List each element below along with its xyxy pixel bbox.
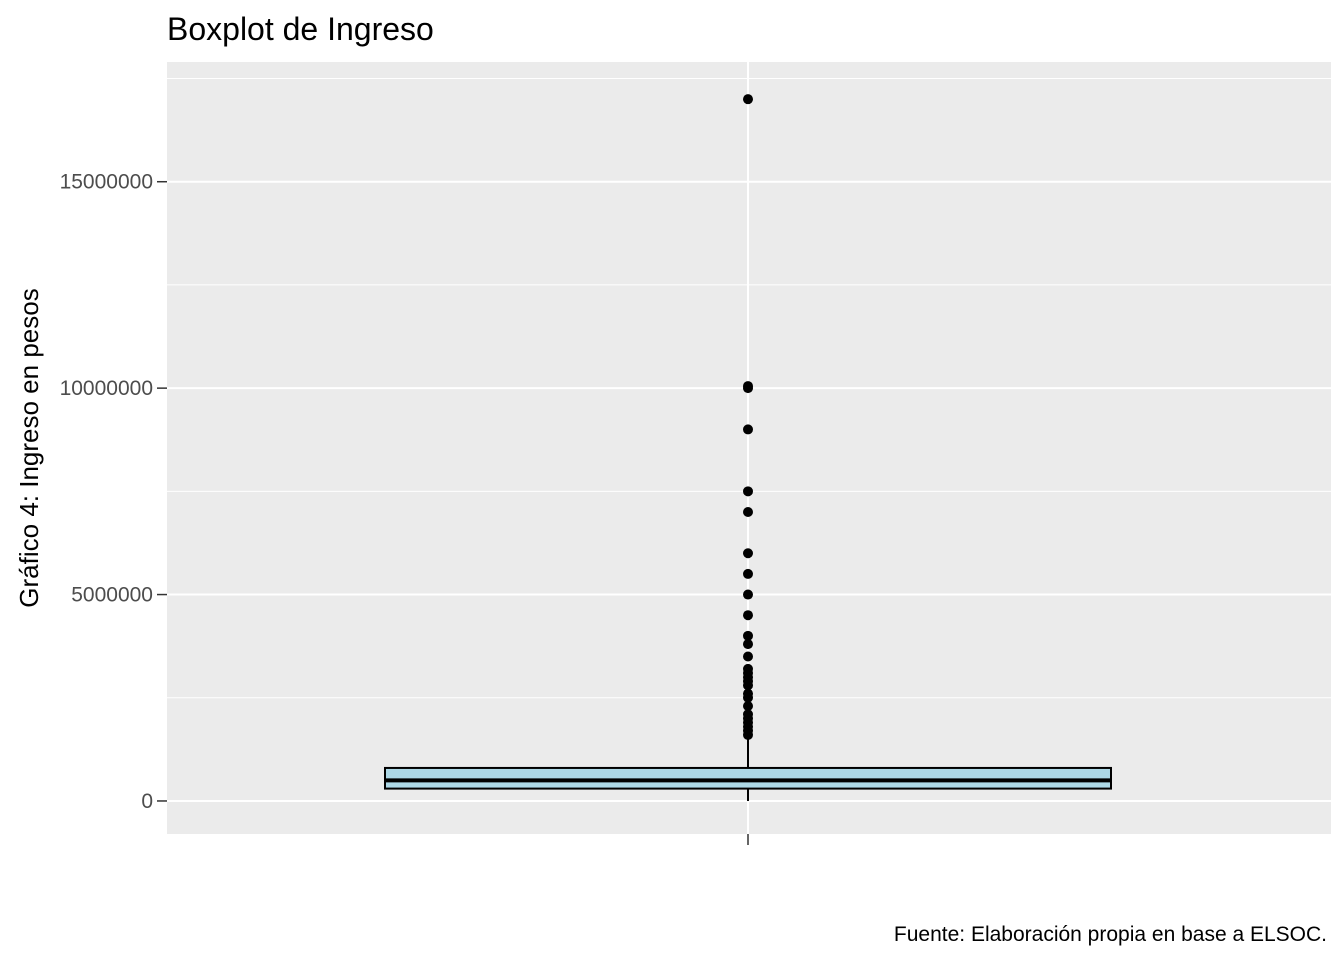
outlier-point xyxy=(743,610,753,621)
outlier-point xyxy=(743,639,753,650)
y-axis: 0 5000000 10000000 15000000 xyxy=(60,171,167,813)
outlier-point xyxy=(743,506,753,517)
outlier-point xyxy=(743,630,753,641)
outlier-point xyxy=(743,692,753,703)
y-tick-label: 10000000 xyxy=(60,377,153,400)
outlier-point xyxy=(743,680,753,691)
outlier-points xyxy=(743,94,753,740)
outlier-point xyxy=(743,424,753,435)
outlier-point xyxy=(743,651,753,662)
chart-title: Boxplot de Ingreso xyxy=(167,11,434,47)
y-tick-label: 5000000 xyxy=(71,584,153,607)
outlier-point xyxy=(743,94,753,105)
chart-caption: Fuente: Elaboración propia en base a ELS… xyxy=(894,923,1327,946)
outlier-point xyxy=(743,383,753,394)
y-tick-label: 0 xyxy=(141,790,153,813)
outlier-point xyxy=(743,548,753,559)
outlier-point xyxy=(743,589,753,600)
box-group xyxy=(384,736,1112,801)
outlier-point xyxy=(743,701,753,712)
iqr-box xyxy=(384,766,1112,790)
y-tick-label: 15000000 xyxy=(60,171,153,194)
outlier-point xyxy=(743,486,753,497)
outlier-point xyxy=(743,568,753,579)
outlier-point xyxy=(743,729,753,740)
y-axis-label: Gráfico 4: Ingreso en pesos xyxy=(14,288,44,607)
